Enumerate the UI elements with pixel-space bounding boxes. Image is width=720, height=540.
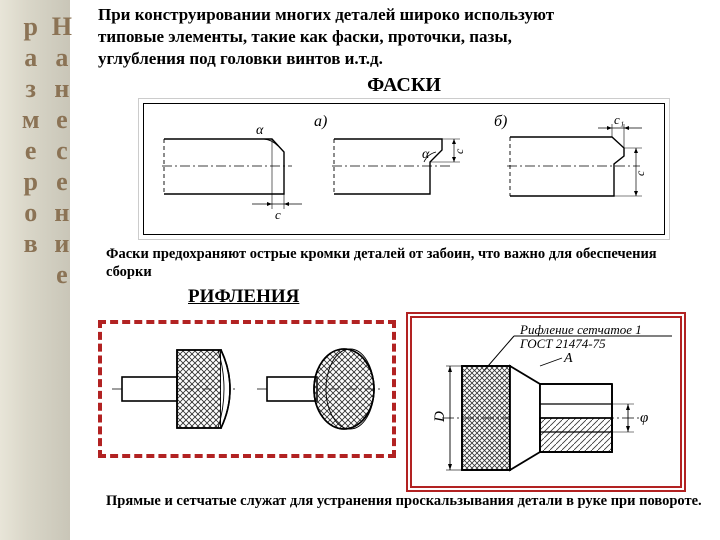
figure-chamfers: а) α с α с б) <box>143 103 665 235</box>
fig1-c1-label: с₁ <box>614 112 624 127</box>
figure-knurling-drawing: Рифление сетчатое 1 ГОСТ 21474-75 <box>406 312 686 492</box>
fig3-title1: Рифление сетчатое 1 <box>519 322 642 337</box>
intro-text: При конструировании многих деталей широк… <box>98 0 710 70</box>
figure-row-2: Рифление сетчатое 1 ГОСТ 21474-75 <box>98 312 710 492</box>
fig1-label-b: б) <box>494 113 507 130</box>
fig3-phi: φ <box>640 410 648 426</box>
caption-chamfers: Фаски предохраняют острые кромки деталей… <box>98 243 710 283</box>
fig1-c1: с <box>275 207 281 222</box>
fig3-A: A <box>563 351 573 366</box>
sidebar-title: Нанесение размеров <box>15 12 77 540</box>
heading-knurling: РИФЛЕНИЯ <box>188 286 710 308</box>
fig1-label-a: а) <box>314 113 327 130</box>
intro-line3: углубления под головки винтов и.т.д. <box>98 49 383 68</box>
main-content: При конструировании многих деталей широк… <box>78 0 720 540</box>
figure-knurling-heads <box>98 320 396 458</box>
intro-line1: При конструировании многих деталей широк… <box>98 5 554 24</box>
fig1-alpha1: α <box>256 123 264 138</box>
fig1-c3: с <box>633 170 647 176</box>
fig3-D: D <box>432 411 448 423</box>
heading-faski: ФАСКИ <box>98 74 710 97</box>
fig1-c2: с <box>452 148 466 154</box>
intro-line2: типовые элементы, такие как фаски, прото… <box>98 27 512 46</box>
fig1-alpha2: α <box>422 147 430 162</box>
sidebar: Нанесение размеров <box>0 0 70 540</box>
fig3-title2: ГОСТ 21474-75 <box>519 336 606 351</box>
